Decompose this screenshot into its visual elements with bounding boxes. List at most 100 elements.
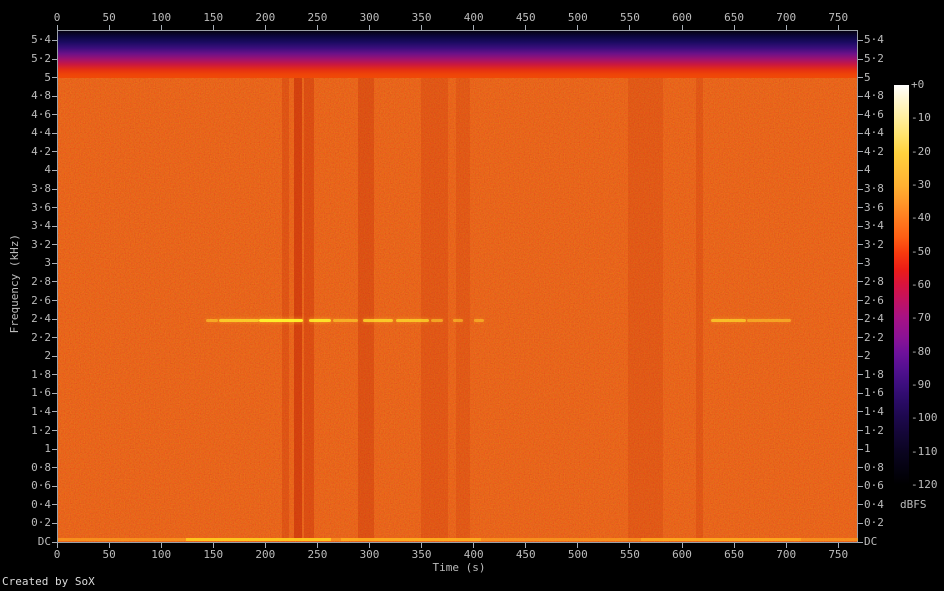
y-tick xyxy=(858,225,863,227)
y-tick-label: 1·2 xyxy=(864,423,884,437)
y-tick-label: 3·6 xyxy=(864,200,884,214)
x-tick xyxy=(264,543,266,548)
x-tick xyxy=(369,25,370,30)
y-tick xyxy=(858,169,863,171)
x-tick-label: 750 xyxy=(828,548,849,561)
y-tick xyxy=(858,485,863,487)
y-tick-label: 1 xyxy=(44,442,51,456)
y-tick xyxy=(858,541,863,543)
x-tick-label: 150 xyxy=(203,548,224,561)
x-tick xyxy=(681,543,683,548)
x-tick-label: 300 xyxy=(359,11,380,24)
y-tick xyxy=(52,467,57,469)
y-tick xyxy=(52,77,57,79)
y-tick xyxy=(52,39,57,41)
colorbar-tick-label: -70 xyxy=(911,311,931,325)
x-tick xyxy=(264,25,266,30)
x-tick xyxy=(316,543,318,548)
y-tick xyxy=(52,541,57,543)
x-tick xyxy=(108,25,110,30)
y-tick xyxy=(52,355,57,357)
x-tick-label: 500 xyxy=(567,548,588,561)
y-tick xyxy=(858,244,863,246)
x-tick-label: 550 xyxy=(619,11,640,24)
y-tick xyxy=(858,374,863,376)
x-tick xyxy=(212,543,214,548)
y-tick xyxy=(858,504,863,506)
colorbar-gradient xyxy=(894,85,909,485)
y-tick xyxy=(52,188,57,190)
colorbar-tick-label: -110 xyxy=(911,444,938,458)
x-tick xyxy=(421,25,423,30)
x-tick xyxy=(473,25,475,30)
x-tick xyxy=(577,25,579,30)
x-tick xyxy=(733,25,735,30)
y-tick xyxy=(858,207,863,209)
tone-dash xyxy=(395,319,429,323)
x-tick-label: 0 xyxy=(53,548,61,561)
dark-stripe xyxy=(420,32,448,541)
y-tick-label: 4·6 xyxy=(31,107,51,121)
y-tick-label: 3·8 xyxy=(31,182,51,196)
y-tick-label: 4·2 xyxy=(864,144,884,158)
y-tick-label: 4·4 xyxy=(864,126,884,140)
x-tick xyxy=(316,25,318,30)
y-tick-label: 0·6 xyxy=(864,479,884,493)
y-tick xyxy=(52,114,57,116)
colorbar-tick-label: -80 xyxy=(911,344,931,358)
y-tick xyxy=(52,95,57,97)
y-tick-label: 3·4 xyxy=(864,219,884,233)
tone-dash xyxy=(259,319,303,323)
colorbar-tick-label: -100 xyxy=(911,411,938,425)
x-tick-label: 400 xyxy=(463,11,484,24)
colorbar-unit-label: dBFS xyxy=(900,498,927,511)
x-tick xyxy=(369,543,370,548)
y-tick-label: 5 xyxy=(864,70,871,84)
x-tick xyxy=(160,25,162,30)
y-tick xyxy=(858,262,863,264)
x-tick-label: 100 xyxy=(151,548,172,561)
x-tick-label: 300 xyxy=(359,548,380,561)
y-tick-label: DC xyxy=(864,535,878,548)
x-tick xyxy=(525,25,527,30)
y-tick xyxy=(52,281,57,283)
x-tick xyxy=(56,543,58,548)
x-tick-label: 400 xyxy=(463,548,484,561)
sox-credit: Created by SoX xyxy=(2,575,95,588)
noise-texture xyxy=(58,31,857,542)
tone-dash xyxy=(363,319,394,323)
y-tick-label: 3 xyxy=(44,256,51,270)
dc-dash xyxy=(186,538,331,541)
tone-dash xyxy=(452,319,464,323)
x-tick-label: 700 xyxy=(776,11,797,24)
y-tick xyxy=(858,411,863,413)
y-tick-label: 2·6 xyxy=(31,293,51,307)
tone-dash xyxy=(309,319,331,323)
y-tick xyxy=(52,448,57,450)
tone-dash xyxy=(219,319,260,323)
x-tick xyxy=(837,543,839,548)
colorbar-tick-label: -10 xyxy=(911,111,931,125)
y-tick-label: 0·6 xyxy=(31,479,51,493)
y-tick-label: 5·2 xyxy=(864,52,884,66)
y-tick xyxy=(858,114,863,116)
y-tick xyxy=(858,188,863,190)
x-tick-label: 650 xyxy=(724,548,745,561)
y-tick xyxy=(858,39,863,41)
x-tick xyxy=(525,543,527,548)
x-tick xyxy=(837,25,839,30)
y-tick-label: 3·6 xyxy=(31,200,51,214)
x-tick-label: 250 xyxy=(307,548,328,561)
x-tick-label: 600 xyxy=(672,548,692,561)
tone-dash xyxy=(746,319,792,323)
y-tick-label: 2 xyxy=(864,349,871,363)
y-tick-label: 4 xyxy=(864,163,871,177)
y-tick-label: 2·8 xyxy=(864,274,884,288)
y-tick-label: 5·4 xyxy=(31,33,51,47)
x-tick xyxy=(629,25,631,30)
x-tick xyxy=(212,25,214,30)
dark-stripe xyxy=(281,32,290,541)
y-tick xyxy=(858,151,863,153)
y-tick xyxy=(52,504,57,506)
